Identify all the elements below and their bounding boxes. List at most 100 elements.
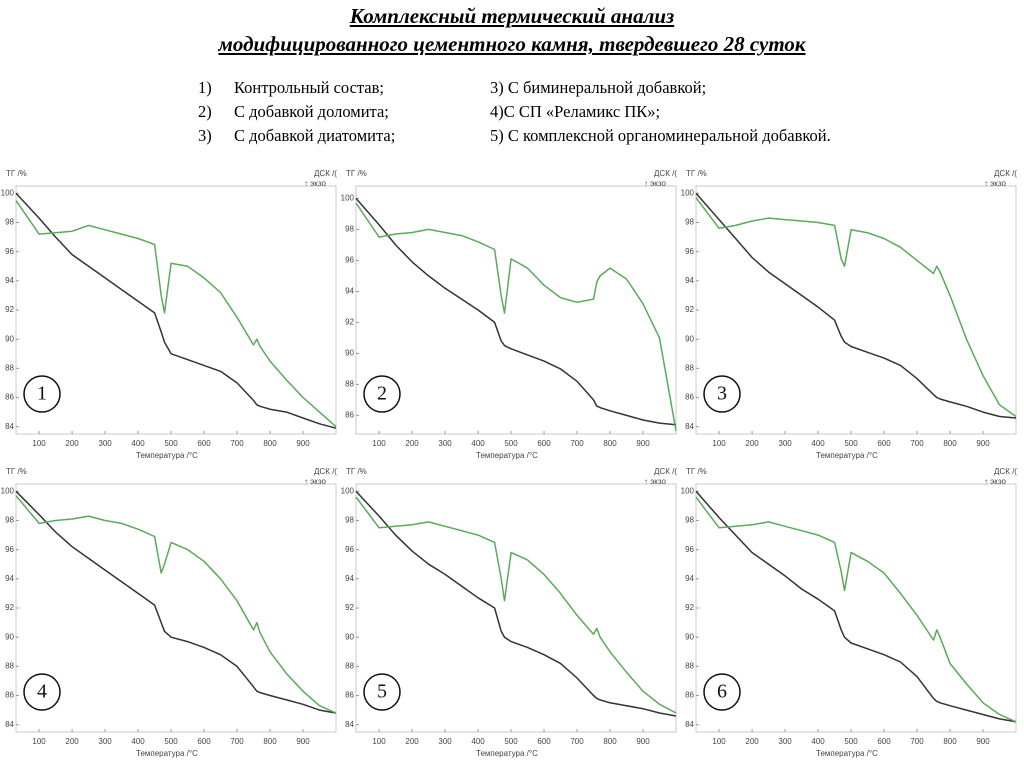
x-tick-label: 300 [778,737,792,746]
annotation: ↑ экзо [644,477,666,486]
y2-axis-label: ДСК /( [314,467,337,476]
x-tick-label: 300 [98,737,112,746]
x-tick-label: 700 [910,439,924,448]
annotation: ↑ экзо [304,179,326,188]
annotation: ↑ экзо [984,179,1006,188]
series-line [15,192,337,429]
list-item: 4)С СП «Реламикс ПК»; [490,102,661,121]
x-axis-label: Температура /°C [136,451,198,460]
y-axis-label: ТГ /% [6,169,27,178]
title-line: модифицированного цементного камня, твер… [218,32,806,56]
x-tick-label: 600 [877,439,891,448]
plot-frame [15,185,337,435]
x-tick-label: 100 [32,737,46,746]
y2-axis-label: ДСК /( [314,169,337,178]
plot-frame [15,483,337,733]
y-tick-label: 96 [5,545,14,554]
y-tick-label: 96 [345,545,354,554]
y-tick-label: 90 [5,334,14,343]
x-tick-label: 500 [504,439,518,448]
y-tick-label: 84 [685,720,694,729]
right-list: 3) С биминеральной добавкой; 4)С СП «Рел… [490,76,831,148]
x-tick-label: 400 [131,439,145,448]
x-tick-label: 400 [471,737,485,746]
y-tick-label: 88 [5,661,14,670]
x-axis-label: Температура /°C [816,749,878,758]
y-tick-label: 90 [345,349,354,358]
x-tick-label: 600 [197,737,211,746]
panel-number-circle [363,375,401,413]
x-tick-label: 900 [296,439,310,448]
x-tick-label: 200 [405,737,419,746]
y-tick-label: 86 [5,691,14,700]
x-tick-label: 400 [811,439,825,448]
x-tick-label: 100 [32,439,46,448]
panel-number: 6 [717,681,727,703]
y-tick-label: 98 [5,218,14,227]
x-tick-label: 800 [263,737,277,746]
series-line [695,192,1017,419]
series-line [355,197,677,426]
x-tick-label: 800 [603,439,617,448]
series-line [355,496,677,714]
y-tick-label: 92 [685,305,694,314]
item-num: 1) [198,78,212,97]
x-tick-label: 200 [65,737,79,746]
panel-number: 1 [37,383,47,405]
y-axis-label: ТГ /% [686,467,707,476]
x-tick-label: 400 [471,439,485,448]
y-tick-label: 90 [5,632,14,641]
list-item: 5) С комплексной органоминеральной добав… [490,126,831,145]
x-tick-label: 700 [570,439,584,448]
x-tick-label: 300 [438,737,452,746]
annotation: ↑ экзо [304,477,326,486]
x-tick-label: 700 [230,737,244,746]
series-line [355,490,677,717]
item-text: Контрольный состав; [234,78,385,97]
y-tick-label: 84 [685,422,694,431]
item-num: 2) [198,102,212,121]
y-tick-label: 96 [345,256,354,265]
list-item: 1) Контрольный состав; [198,76,395,100]
x-tick-label: 300 [438,439,452,448]
x-tick-label: 400 [811,737,825,746]
panel-number: 2 [377,383,387,405]
x-tick-label: 200 [405,439,419,448]
y-tick-label: 94 [5,276,14,285]
x-tick-label: 200 [745,737,759,746]
y-tick-label: 96 [5,247,14,256]
y-tick-label: 100 [681,486,695,495]
x-tick-label: 600 [537,439,551,448]
x-tick-label: 900 [296,737,310,746]
series-line [15,490,337,714]
y-tick-label: 86 [345,411,354,420]
plot-frame [695,483,1017,733]
x-tick-label: 200 [745,439,759,448]
x-tick-label: 100 [372,439,386,448]
series-line [15,495,337,714]
panel-number: 5 [377,681,387,703]
y-axis-label: ТГ /% [686,169,707,178]
x-tick-label: 500 [844,439,858,448]
x-tick-label: 800 [603,737,617,746]
panel-number-circle [23,375,61,413]
x-axis-label: Температура /°C [476,749,538,758]
y2-axis-label: ДСК /( [654,169,677,178]
item-text: С добавкой доломита; [234,102,389,121]
series-line [355,202,677,432]
y-tick-label: 90 [345,632,354,641]
panel-number-circle [703,375,741,413]
y-tick-label: 92 [5,305,14,314]
title-line: Комплексный термический анализ [349,4,675,28]
x-tick-label: 100 [712,737,726,746]
y-tick-label: 94 [5,574,14,583]
x-tick-label: 400 [131,737,145,746]
y-tick-label: 98 [5,516,14,525]
y-tick-label: 96 [685,545,694,554]
x-tick-label: 200 [65,439,79,448]
x-axis-label: Температура /°C [136,749,198,758]
x-tick-label: 700 [910,737,924,746]
y-tick-label: 94 [345,574,354,583]
y-tick-label: 88 [345,380,354,389]
